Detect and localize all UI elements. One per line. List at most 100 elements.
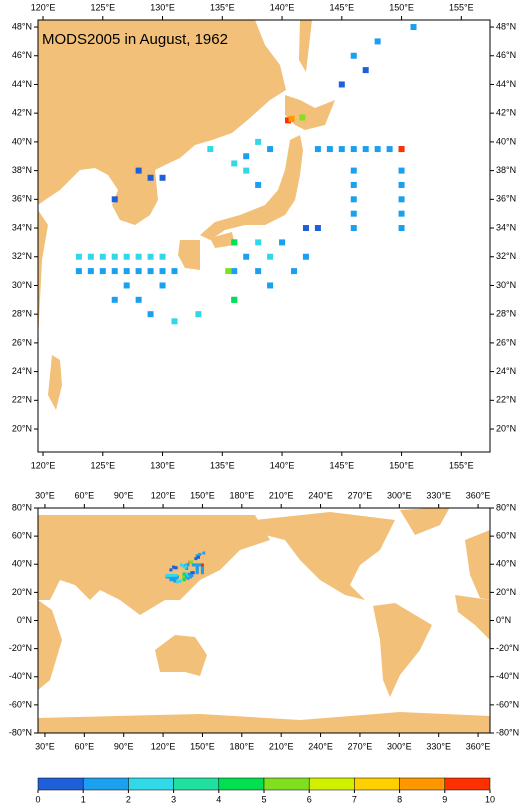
y-tick-label: -40°N [9, 671, 32, 681]
observation [123, 253, 130, 260]
observation [398, 146, 405, 153]
observation [87, 253, 94, 260]
colorbar-label: 3 [171, 794, 176, 804]
x-tick-label: 210°E [269, 490, 294, 500]
observation [172, 565, 176, 569]
y-tick-label: 32°N [12, 251, 32, 261]
x-tick-label: 120°E [151, 490, 176, 500]
y-tick-label: 60°N [496, 531, 516, 541]
observation [338, 81, 345, 88]
y-tick-label: 46°N [12, 50, 32, 60]
observation [176, 580, 180, 584]
land [400, 508, 450, 535]
x-tick-label: 145°E [329, 2, 354, 12]
observation [123, 282, 130, 289]
observation [326, 146, 333, 153]
observation [302, 225, 309, 232]
colorbar-swatch [308, 777, 355, 791]
x-tick-label: 140°E [270, 2, 295, 12]
observation [362, 146, 369, 153]
y-tick-label: 80°N [496, 502, 516, 512]
land [285, 95, 335, 130]
x-tick-label: 120°E [151, 741, 176, 751]
observation [279, 239, 286, 246]
map-title: MODS2005 in August, 1962 [42, 31, 228, 48]
x-tick-label: 180°E [230, 741, 255, 751]
y-tick-label: 34°N [496, 222, 516, 232]
observation [350, 167, 357, 174]
y-tick-label: -80°N [9, 727, 32, 737]
colorbar-swatch [173, 777, 220, 791]
observation [169, 568, 173, 572]
observation [159, 268, 166, 275]
observation [182, 572, 186, 576]
observation [111, 253, 118, 260]
y-tick-label: -20°N [9, 643, 32, 653]
x-tick-label: 90°E [114, 490, 134, 500]
observation [288, 115, 295, 122]
x-tick-label: 300°E [387, 741, 412, 751]
observation [197, 555, 201, 559]
land [255, 512, 395, 600]
x-tick-label: 155°E [449, 460, 474, 470]
observation [178, 579, 182, 583]
x-tick-label: 140°E [270, 460, 295, 470]
bottom-land [38, 508, 490, 733]
observation [135, 296, 142, 303]
observation [190, 560, 194, 564]
x-tick-label: 90°E [114, 741, 134, 751]
observation [350, 210, 357, 217]
colorbar-label: 7 [352, 794, 357, 804]
x-tick-label: 130°E [150, 2, 175, 12]
observation [398, 196, 405, 203]
y-tick-label: 20°N [12, 587, 32, 597]
observation [159, 282, 166, 289]
land [373, 603, 432, 697]
x-tick-label: 300°E [387, 490, 412, 500]
y-tick-label: 26°N [496, 337, 516, 347]
top-frame [37, 19, 491, 453]
observation [255, 268, 262, 275]
observation [350, 196, 357, 203]
observation [350, 146, 357, 153]
x-tick-label: 360°E [466, 741, 491, 751]
observation [195, 311, 202, 318]
observation [374, 146, 381, 153]
y-tick-label: 48°N [496, 21, 516, 31]
y-tick-label: 20°N [12, 423, 32, 433]
observation [200, 563, 204, 567]
x-tick-label: 360°E [466, 490, 491, 500]
observation [267, 253, 274, 260]
y-tick-label: 46°N [496, 50, 516, 60]
observation [147, 268, 154, 275]
y-tick-label: 24°N [496, 366, 516, 376]
y-tick-label: -60°N [496, 699, 519, 709]
observation [182, 578, 186, 582]
land [38, 712, 490, 733]
observation [338, 146, 345, 153]
observation [171, 268, 178, 275]
land [38, 20, 286, 225]
observation [135, 167, 142, 174]
land [200, 135, 303, 240]
y-tick-label: 40°N [12, 559, 32, 569]
observation [243, 253, 250, 260]
land [465, 530, 490, 600]
land [299, 20, 312, 72]
x-tick-label: 135°E [210, 2, 235, 12]
observation [398, 167, 405, 174]
y-tick-label: 48°N [12, 21, 32, 31]
x-tick-label: 60°E [75, 490, 95, 500]
y-tick-label: 30°N [12, 280, 32, 290]
x-tick-label: 150°E [190, 741, 215, 751]
colorbar-label: 10 [485, 794, 495, 804]
x-tick-label: 120°E [31, 460, 56, 470]
colorbar-swatch [218, 777, 265, 791]
observation [202, 551, 206, 555]
observation [231, 268, 238, 275]
colorbar-swatch [263, 777, 310, 791]
land [38, 600, 62, 690]
observation [231, 296, 238, 303]
y-tick-label: 40°N [496, 136, 516, 146]
